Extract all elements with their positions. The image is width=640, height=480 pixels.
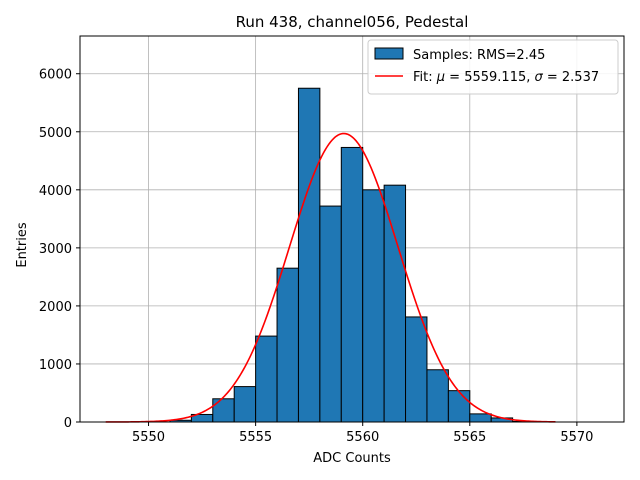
y-axis-ticks: 0 1000 2000 3000 4000 5000 6000: [39, 68, 80, 431]
y-tick-label: 6000: [39, 68, 72, 83]
fit-curve: [105, 132, 556, 423]
legend-fit-label: Fit: μ = 5559.115, σ = 2.537: [413, 70, 599, 85]
histogram-bar: [233, 386, 257, 423]
y-tick-label: 0: [64, 416, 72, 431]
x-axis-label: ADC Counts: [313, 451, 391, 466]
y-tick-label: 3000: [39, 242, 72, 257]
plot-frame: [79, 35, 625, 423]
chart-title: Run 438, channel056, Pedestal: [236, 13, 469, 31]
y-tick-label: 2000: [39, 300, 72, 315]
y-axis-label: Entries: [15, 222, 30, 268]
x-tick-label: 5555: [239, 430, 272, 445]
histogram-bars: [169, 87, 535, 423]
y-tick-label: 5000: [39, 126, 72, 141]
histogram-bar: [383, 184, 407, 423]
histogram-bar: [469, 413, 492, 423]
histogram-bar: [340, 146, 364, 423]
histogram-bar: [319, 205, 342, 423]
legend: Samples: RMS=2.45 Fit: μ = 5559.115, σ =…: [367, 39, 619, 95]
legend-histogram-label: Samples: RMS=2.45: [413, 48, 545, 63]
y-tick-label: 4000: [39, 184, 72, 199]
x-axis-ticks: 5550 5555 5560 5565 5570: [132, 422, 593, 445]
y-tick-label: 1000: [39, 358, 72, 373]
x-tick-label: 5570: [560, 430, 593, 445]
histogram-bar: [212, 398, 235, 423]
histogram-bar: [447, 390, 471, 423]
histogram-bar: [276, 267, 299, 423]
histogram-bar: [255, 335, 278, 423]
histogram-bar: [297, 87, 321, 423]
histogram-bar: [405, 316, 428, 423]
x-tick-label: 5560: [346, 430, 379, 445]
histogram-bar: [362, 189, 385, 423]
x-tick-label: 5550: [132, 430, 165, 445]
legend-box: [367, 39, 619, 95]
histogram-bar: [426, 369, 449, 423]
x-tick-label: 5565: [453, 430, 486, 445]
legend-histogram-swatch: [374, 47, 404, 60]
